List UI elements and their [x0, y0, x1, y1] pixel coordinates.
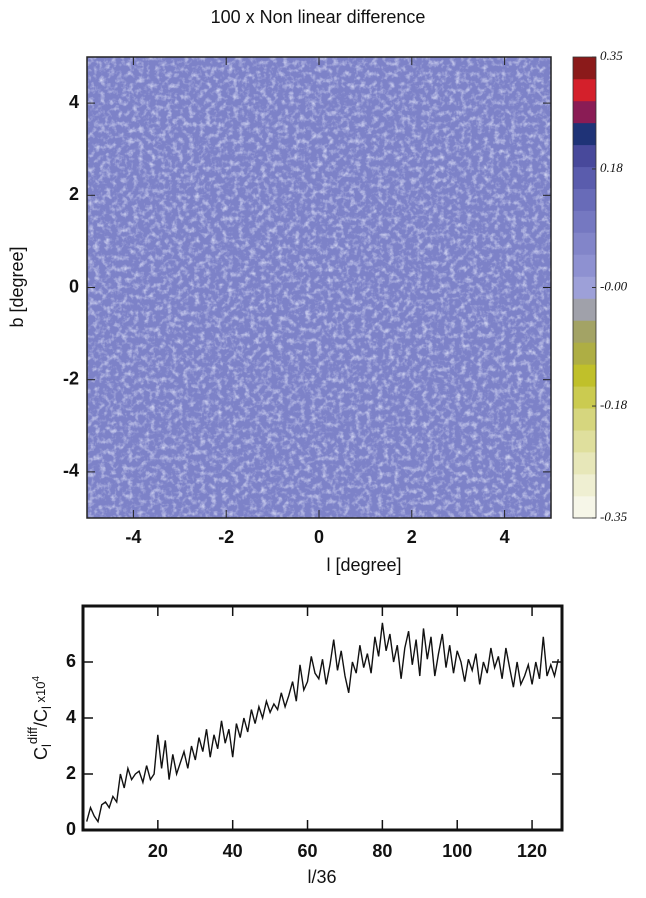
y-tick-label: -2: [63, 368, 79, 388]
map-texture: [87, 57, 551, 518]
colorbar-swatch: [573, 320, 596, 343]
x-tick-label: 4: [500, 527, 510, 547]
plot-frame: [81, 604, 564, 832]
colorbar-tick-label: -0.00: [600, 278, 628, 293]
x-tick-label: 0: [314, 527, 324, 547]
x-tick-label: 120: [517, 841, 547, 861]
colorbar-swatch: [573, 232, 596, 255]
colorbar-swatch: [573, 78, 596, 102]
colorbar-swatch: [573, 496, 596, 519]
colorbar-swatch: [573, 122, 596, 146]
y-tick-label: 6: [66, 651, 76, 671]
colorbar-swatch: [573, 188, 596, 211]
colorbar-swatch: [573, 408, 596, 431]
colorbar-swatch: [573, 276, 596, 299]
y-label-part: l: [39, 744, 54, 747]
y-label: Cldiff/Cl x104: [25, 676, 54, 760]
colorbar-swatch: [573, 430, 596, 453]
y-tick-label: 4: [69, 92, 79, 112]
colorbar-swatch: [573, 474, 596, 497]
colorbar-swatch: [573, 254, 596, 277]
y-tick-label: 2: [66, 763, 76, 783]
colorbar-swatch: [573, 100, 596, 124]
x-tick-label: 40: [223, 841, 243, 861]
y-label: b [degree]: [7, 246, 27, 327]
x-tick-label: -2: [218, 527, 234, 547]
colorbar-tick-label: -0.18: [600, 397, 628, 412]
y-label-part: diff: [25, 727, 40, 744]
y-tick-label: 0: [66, 819, 76, 839]
y-label-part: l: [39, 706, 54, 709]
y-tick-label: -4: [63, 461, 79, 481]
x-tick-label: 60: [298, 841, 318, 861]
data-line: [86, 622, 559, 824]
colorbar-swatch: [573, 386, 596, 409]
y-label-part: C: [31, 747, 51, 760]
colorbar-swatch: [573, 364, 596, 387]
x-tick-label: 2: [407, 527, 417, 547]
y-tick-label: 2: [69, 184, 79, 204]
x-label: l/36: [307, 867, 336, 887]
y-tick-label: 4: [66, 707, 76, 727]
colorbar-swatch: [573, 57, 596, 80]
colorbar-swatch: [573, 298, 596, 321]
map-title: 100 x Non linear difference: [211, 7, 426, 27]
y-label-part: /C: [31, 709, 51, 727]
colorbar-tick-label: 0.18: [600, 160, 623, 175]
x-tick-label: 100: [442, 841, 472, 861]
colorbar-tick-label: -0.35: [600, 509, 628, 524]
y-label-part: 4: [31, 676, 42, 682]
colorbar-swatch: [573, 166, 596, 190]
x-tick-label: -4: [125, 527, 141, 547]
colorbar-tick-label: 0.35: [600, 48, 623, 63]
x-label: l [degree]: [326, 555, 401, 575]
colorbar-swatch: [573, 452, 596, 475]
colorbar-swatch: [573, 144, 596, 168]
x-tick-label: 80: [372, 841, 392, 861]
y-tick-label: 0: [69, 276, 79, 296]
colorbar-swatch: [573, 342, 596, 365]
colorbar-swatch: [573, 210, 596, 233]
x-tick-label: 20: [148, 841, 168, 861]
y-label-part: x10: [33, 682, 48, 707]
